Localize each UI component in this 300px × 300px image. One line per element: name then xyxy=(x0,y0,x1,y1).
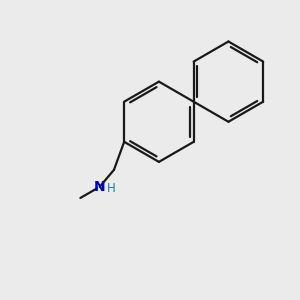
Text: H: H xyxy=(106,182,115,195)
Text: N: N xyxy=(94,180,106,194)
